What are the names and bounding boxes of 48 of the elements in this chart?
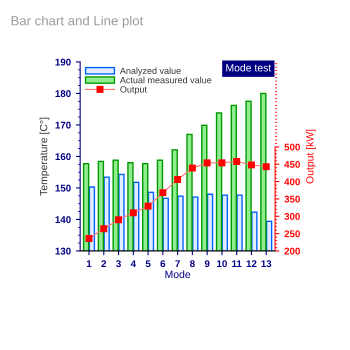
y-tick-label: 170 xyxy=(56,122,71,129)
legend-label: Output xyxy=(120,86,147,94)
x-axis-title: Mode xyxy=(165,270,190,278)
point xyxy=(115,216,122,224)
legend-label: Actual measured value xyxy=(120,76,212,84)
y2-tick-label: 250 xyxy=(284,230,300,238)
x-tick-label: 2 xyxy=(101,260,106,268)
point xyxy=(86,234,92,242)
x-tick-label: 8 xyxy=(190,260,195,268)
x-tick-label: 12 xyxy=(246,260,256,268)
point xyxy=(262,163,270,170)
annotation: Mode test xyxy=(226,64,272,72)
y2-tick-label: 300 xyxy=(284,213,300,220)
point xyxy=(233,158,240,165)
point xyxy=(159,189,166,196)
y2-tick-label: 500 xyxy=(284,144,300,151)
x-tick-label: 11 xyxy=(232,260,242,268)
y-tick-label: 190 xyxy=(56,58,71,66)
legend-label: Analyzed value xyxy=(120,67,181,76)
y2-tick-label: 400 xyxy=(284,178,300,186)
x-tick-label: 13 xyxy=(261,260,272,268)
x-tick-label: 9 xyxy=(204,260,210,268)
x-tick-label: 3 xyxy=(116,260,121,268)
chart-title: Bar chart and Line plot xyxy=(12,16,144,28)
x-tick-label: 1 xyxy=(86,260,92,268)
y-tick-label: 180 xyxy=(56,90,71,98)
x-tick-label: 7 xyxy=(175,260,180,268)
y2-tick-label: 350 xyxy=(284,196,300,203)
point xyxy=(204,159,211,166)
x-tick-label: 5 xyxy=(146,260,151,268)
y2-tick-label: 200 xyxy=(284,248,300,255)
y-tick-label: 130 xyxy=(56,248,71,255)
y-tick-label: 140 xyxy=(56,216,71,224)
point xyxy=(100,225,108,232)
point xyxy=(174,176,182,183)
y-axis-title: Temperature [C°] xyxy=(40,118,50,196)
x-tick-label: 10 xyxy=(217,260,227,268)
x-tick-label: 4 xyxy=(130,260,136,268)
x-tick-label: 6 xyxy=(160,260,166,268)
point xyxy=(218,159,226,166)
point xyxy=(130,209,137,216)
y2-axis-title: Output [kW] xyxy=(306,130,316,184)
y2-tick-label: 450 xyxy=(284,160,300,168)
point xyxy=(248,161,255,168)
point xyxy=(144,202,152,210)
y-tick-label: 160 xyxy=(56,153,71,160)
point xyxy=(188,164,196,172)
y-tick-label: 150 xyxy=(56,184,71,192)
